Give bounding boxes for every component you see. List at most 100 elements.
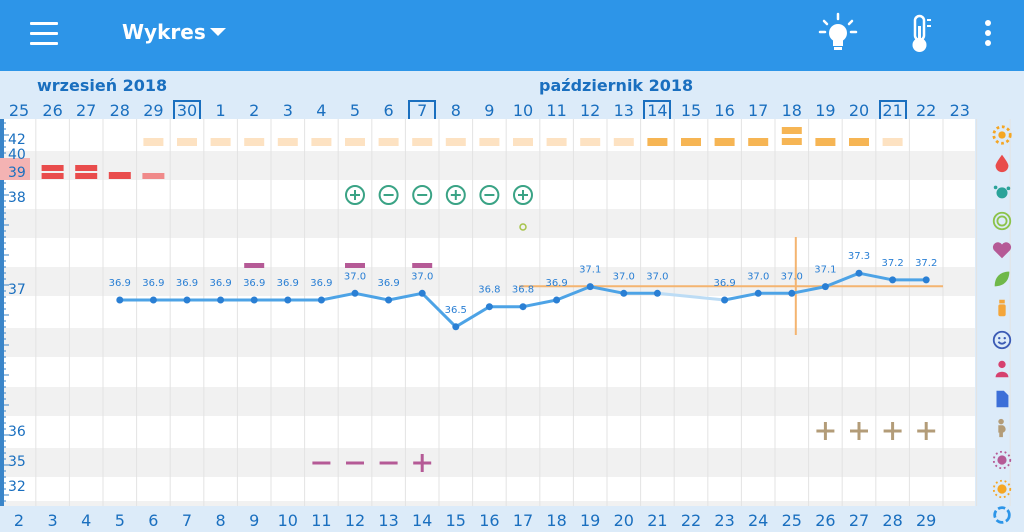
leaf-icon[interactable] — [990, 267, 1014, 291]
temperature-point[interactable] — [855, 269, 863, 277]
date-label[interactable]: 11 — [546, 101, 567, 120]
bottle-icon[interactable] — [990, 296, 1014, 320]
date-label[interactable]: 2 — [249, 101, 260, 120]
date-label[interactable]: 18 — [781, 101, 802, 120]
splash-icon[interactable] — [990, 180, 1014, 204]
date-label[interactable]: 13 — [613, 101, 634, 120]
temperature-point[interactable] — [452, 323, 460, 331]
temperature-point[interactable] — [183, 296, 191, 304]
flower-icon[interactable] — [990, 123, 1014, 147]
date-label[interactable]: 30 — [173, 100, 201, 121]
temperature-line-segment — [421, 292, 457, 328]
menu-icon[interactable] — [24, 18, 64, 50]
mucus-mark — [613, 138, 634, 146]
date-label[interactable]: 19 — [815, 101, 836, 120]
date-label[interactable]: 9 — [484, 101, 495, 120]
temperature-value-label: 37.1 — [814, 265, 836, 276]
person-icon[interactable] — [990, 357, 1014, 381]
virus-icon[interactable] — [990, 448, 1014, 472]
mucus-mark — [580, 138, 601, 146]
temperature-point[interactable] — [250, 296, 258, 304]
cycle-day-label: 17 — [512, 511, 534, 530]
mucus-mark — [781, 127, 802, 134]
app-bar: Wykres — [0, 0, 1024, 71]
cycle-day-label: 23 — [714, 511, 735, 530]
date-label[interactable]: 16 — [714, 101, 735, 120]
temperature-point[interactable] — [620, 289, 628, 297]
date-label[interactable]: 7 — [408, 100, 437, 121]
date-label[interactable]: 10 — [512, 101, 534, 120]
document-icon[interactable] — [990, 387, 1014, 411]
date-label[interactable]: 5 — [349, 101, 361, 120]
date-label[interactable]: 17 — [748, 101, 769, 120]
date-label[interactable]: 23 — [949, 101, 970, 120]
test-result-icon — [445, 185, 466, 205]
temperature-point[interactable] — [721, 296, 729, 304]
drop-icon[interactable] — [990, 151, 1014, 175]
temperature-point[interactable] — [485, 303, 493, 311]
date-label[interactable]: 22 — [916, 101, 937, 120]
date-label[interactable]: 8 — [450, 101, 461, 120]
temperature-point[interactable] — [284, 296, 292, 304]
date-label[interactable]: 1 — [215, 101, 226, 120]
temperature-value-label: 36.8 — [478, 285, 500, 296]
cycle-icon[interactable] — [990, 503, 1014, 527]
dropdown-caret-icon[interactable] — [210, 28, 226, 36]
date-label[interactable]: 28 — [109, 101, 130, 120]
date-label[interactable]: 3 — [282, 101, 293, 120]
rings-icon[interactable] — [990, 209, 1014, 233]
temperature-point[interactable] — [149, 296, 157, 304]
mucus-mark — [210, 138, 231, 146]
date-label[interactable]: 12 — [580, 101, 601, 120]
date-label[interactable]: 15 — [680, 101, 702, 120]
heart-icon[interactable] — [990, 238, 1014, 262]
temperature-point[interactable] — [217, 296, 225, 304]
lightbulb-icon[interactable] — [816, 12, 860, 56]
mucus-mark — [412, 138, 433, 146]
date-label[interactable]: 26 — [42, 101, 63, 120]
temperature-point[interactable] — [418, 289, 426, 297]
temperature-point[interactable] — [116, 296, 124, 304]
mucus-mark — [849, 138, 869, 146]
test-result-icon — [479, 185, 500, 205]
temperature-point[interactable] — [553, 296, 561, 304]
temperature-point[interactable] — [922, 276, 930, 284]
screen-title[interactable]: Wykres — [122, 20, 206, 44]
temperature-point[interactable] — [889, 276, 897, 284]
date-label[interactable]: 20 — [848, 101, 870, 120]
temperature-point[interactable] — [351, 289, 359, 297]
sun-icon[interactable] — [990, 477, 1014, 501]
thermometer-icon[interactable] — [898, 12, 942, 56]
test-result-icon — [513, 185, 533, 205]
date-label[interactable]: 27 — [76, 101, 97, 120]
temperature-point[interactable] — [317, 296, 325, 304]
temperature-point[interactable] — [519, 303, 527, 311]
more-vert-icon[interactable] — [966, 12, 1010, 56]
temperature-value-label: 37.0 — [613, 271, 635, 282]
date-label[interactable]: 21 — [878, 100, 907, 121]
temperature-value-label: 36.9 — [109, 278, 131, 289]
mucus-mark — [815, 138, 836, 146]
temperature-point[interactable] — [821, 283, 829, 291]
mucus-mark — [781, 138, 802, 145]
date-label[interactable]: 25 — [8, 101, 30, 120]
date-label[interactable]: 4 — [316, 101, 327, 120]
temperature-value-label: 37.0 — [781, 271, 803, 282]
y-axis-label: 37 — [8, 282, 26, 298]
temperature-point[interactable] — [653, 289, 661, 297]
y-axis-ruler — [0, 119, 4, 506]
mucus-mark — [445, 138, 466, 146]
temperature-point[interactable] — [586, 283, 594, 291]
pregnant-icon[interactable] — [990, 416, 1014, 440]
temperature-point[interactable] — [754, 289, 762, 297]
temperature-chart[interactable]: wrzesień 2018 październik 2018 25 26 27 28 2… — [0, 71, 1024, 532]
temperature-point[interactable] — [385, 296, 393, 304]
mucus-mark — [513, 138, 533, 146]
test-result-icon — [412, 185, 433, 205]
date-label[interactable]: 6 — [383, 101, 394, 120]
date-label[interactable]: 14 — [643, 100, 672, 121]
date-label[interactable]: 29 — [143, 101, 164, 120]
smiley-icon[interactable] — [990, 328, 1014, 352]
mucus-mark — [345, 138, 365, 146]
temperature-point[interactable] — [788, 289, 796, 297]
